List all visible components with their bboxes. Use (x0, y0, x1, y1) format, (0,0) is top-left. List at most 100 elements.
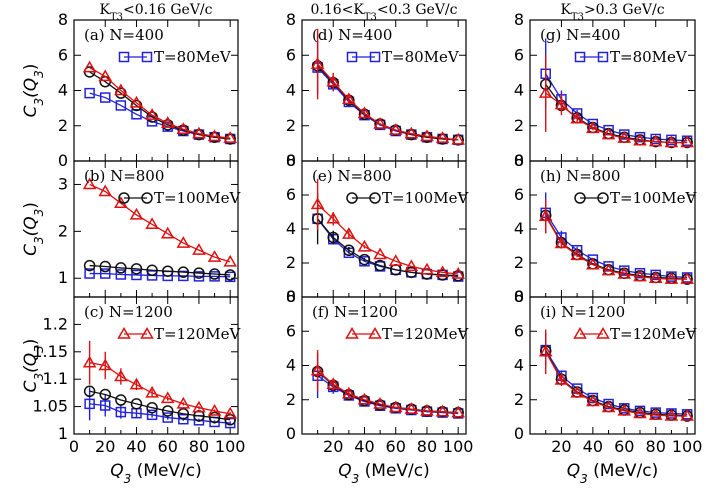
y-tick-label: 0 (58, 151, 68, 170)
y-tick-label: 6 (58, 45, 68, 64)
y-tick-label: 1.1 (43, 369, 68, 388)
series-T120 (82, 340, 237, 419)
data-point (82, 355, 97, 368)
y-axis-label-arg: (Q (21, 78, 41, 98)
data-point (223, 254, 237, 267)
data-point (207, 129, 222, 142)
y-tick-label: 2 (58, 116, 68, 135)
legend-label: T=80MeV (382, 48, 460, 66)
data-point (570, 248, 584, 261)
data-point (648, 408, 663, 420)
column-title: KT3>0.3 GeV/c (560, 2, 664, 23)
data-point (374, 259, 386, 272)
series-line (89, 264, 231, 276)
data-point (538, 344, 553, 357)
data-point (129, 207, 144, 220)
panel-h: 0 2 4 6 8 (h) N=800 T=100MeV (514, 151, 698, 306)
y-tick-label: 6 (514, 321, 524, 340)
legend: T=100MeV (574, 189, 697, 207)
data-point (633, 269, 647, 282)
data-point (193, 267, 205, 279)
y-axis-label-arg: (Q (21, 353, 41, 373)
data-point (83, 259, 96, 272)
y-tick-label: 1 (58, 424, 68, 443)
data-point (617, 403, 632, 416)
data-point (586, 394, 600, 407)
y-axis-label-subscript: 3 (32, 98, 46, 106)
data-point (178, 270, 189, 282)
data-point (192, 126, 206, 139)
x-axis-label-main: Q (338, 461, 351, 481)
data-point (435, 404, 450, 417)
panel-label: (b) N=800 (84, 167, 164, 185)
y-tick-label: 4 (286, 219, 296, 238)
column-title: 0.16<KT3<0.3 GeV/c (310, 2, 457, 23)
y-tick-label: 1.2 (43, 314, 68, 333)
x-axis-label: Q3 (MeV/c) (110, 461, 202, 486)
data-point (208, 268, 221, 280)
y-axis-label-main: C (21, 244, 41, 256)
legend: T=100MeV (346, 189, 469, 207)
data-point (326, 377, 341, 390)
legend: T=80MeV (118, 48, 232, 66)
series-line (317, 370, 459, 414)
x-tick-label: 100 (672, 437, 703, 456)
data-point (680, 272, 694, 284)
y-tick-label: 0 (286, 151, 296, 170)
data-point (388, 400, 403, 413)
column-title-subscript: T3 (110, 12, 123, 23)
data-point (554, 97, 569, 110)
panel-label: (c) N=1200 (84, 303, 173, 321)
x-tick-label: 0 (69, 437, 79, 456)
y-tick-label: 4 (514, 219, 524, 238)
data-point (357, 239, 372, 252)
data-point (404, 259, 419, 272)
data-point (115, 262, 127, 274)
y-tick-label: 4 (514, 356, 524, 375)
data-point (115, 269, 127, 280)
legend: T=80MeV (574, 48, 688, 66)
data-point (145, 108, 159, 120)
y-tick-label: 2 (514, 253, 524, 272)
x-tick-label: 60 (386, 437, 406, 456)
y-axis-label-arg-subscript: 3 (32, 345, 46, 353)
legend-marker (369, 192, 381, 204)
data-point (617, 267, 632, 279)
data-point (680, 409, 694, 421)
y-tick-label: 4 (514, 81, 524, 100)
y-tick-label: 8 (286, 151, 296, 170)
legend: T=120MeV (573, 325, 697, 343)
column-title-prefix: 0.16<K (310, 2, 364, 18)
x-tick-label: 20 (551, 437, 571, 456)
data-point (176, 122, 191, 135)
data-point (192, 400, 206, 413)
y-tick-label: 8 (514, 10, 524, 29)
data-point (146, 401, 158, 414)
y-tick-label: 8 (514, 287, 524, 306)
y-axis-label: C3(Q3) (21, 339, 46, 393)
data-point (342, 386, 356, 399)
data-point (633, 133, 647, 146)
series-T120 (538, 329, 694, 421)
data-point (84, 398, 95, 410)
y-tick-label: 8 (286, 10, 296, 29)
x-tick-label: 60 (614, 437, 634, 456)
x-tick-label: 80 (189, 437, 209, 456)
y-tick-label: 2 (514, 390, 524, 409)
data-point (404, 126, 419, 139)
x-tick-label: 40 (126, 437, 146, 456)
data-point (84, 87, 95, 99)
series-T120 (538, 199, 694, 284)
x-axis-label: Q3 (MeV/c) (338, 461, 430, 486)
series-T80 (540, 332, 693, 420)
series-line (89, 183, 231, 263)
series-line (545, 212, 688, 279)
legend: T=120MeV (345, 325, 469, 343)
panel-i: 20 40 60 80 100 0 2 4 6 8 (i) N=1200 T=120MeV (514, 287, 703, 456)
data-point (192, 243, 206, 255)
data-point (404, 402, 419, 414)
data-point (207, 403, 222, 416)
x-axis-label-units: (MeV/c) (131, 461, 202, 481)
legend: T=120MeV (117, 325, 241, 343)
data-point (357, 392, 372, 405)
